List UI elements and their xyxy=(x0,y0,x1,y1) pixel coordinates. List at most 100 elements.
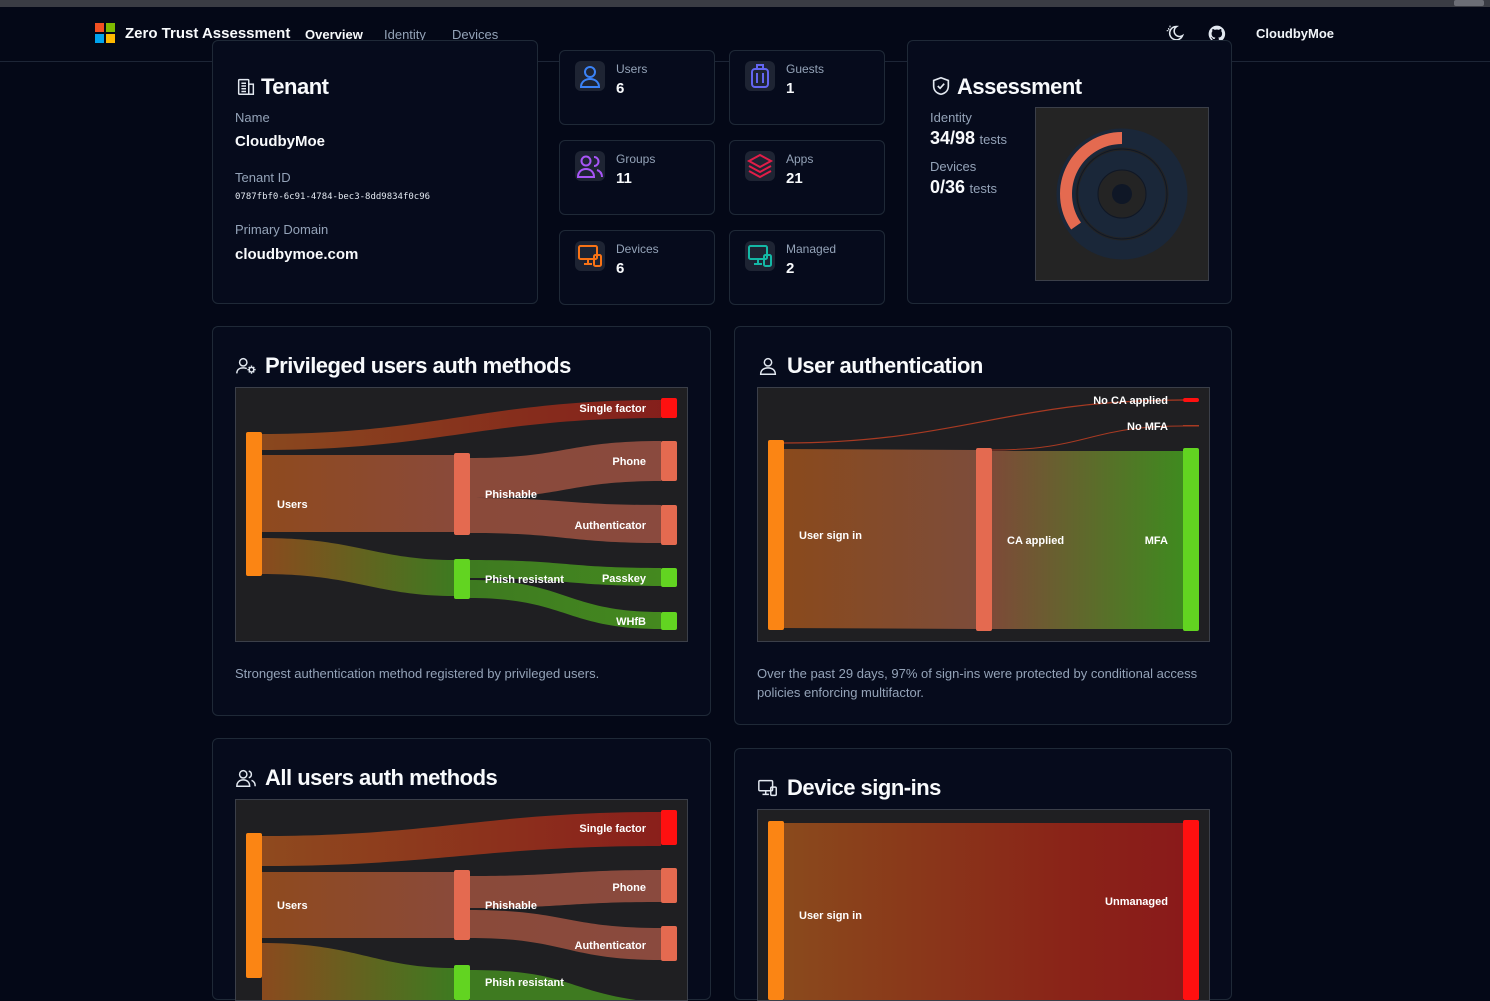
node-user-sign-in[interactable] xyxy=(768,821,784,1000)
user-cog-icon xyxy=(236,357,256,374)
device-signins-sankey: User sign in Unmanaged xyxy=(757,809,1210,1001)
assessment-radial-chart xyxy=(1035,107,1209,281)
all-users-auth-title: All users auth methods xyxy=(265,765,498,790)
theme-toggle-icon[interactable] xyxy=(1165,24,1185,44)
node-label: Phish resistant xyxy=(485,574,564,586)
user-authentication-caption: Over the past 29 days, 97% of sign-ins w… xyxy=(757,666,1198,700)
node-label: User sign in xyxy=(799,910,862,922)
stat-value: 11 xyxy=(616,170,632,187)
node-label: Authenticator xyxy=(575,940,647,952)
privileged-auth-title: Privileged users auth methods xyxy=(265,353,571,378)
privileged-auth-card: Privileged users auth methods xyxy=(212,326,711,716)
nav-overview[interactable]: Overview xyxy=(305,27,363,42)
node-label: Single factor xyxy=(579,403,646,415)
node-no-ca-applied[interactable] xyxy=(1183,398,1199,402)
node-label: MFA xyxy=(1145,535,1168,547)
node-unmanaged[interactable] xyxy=(1183,820,1199,1000)
tenant-id-label: Tenant ID xyxy=(235,170,291,185)
link-sign-in-no-ca xyxy=(783,399,1184,444)
stat-card-apps[interactable]: Apps 21 xyxy=(729,140,885,215)
node-ca-applied[interactable] xyxy=(976,448,992,631)
user-icon xyxy=(759,357,777,375)
nav-identity[interactable]: Identity xyxy=(384,27,426,42)
node-passkey[interactable] xyxy=(661,568,677,587)
stat-value: 2 xyxy=(786,260,795,277)
luggage-icon xyxy=(745,61,775,91)
user-menu[interactable]: CloudbyMoe xyxy=(1256,26,1334,41)
node-phish-resistant[interactable] xyxy=(454,559,470,599)
tenant-card: Tenant Name CloudbyMoe Tenant ID 0787fbf… xyxy=(212,40,538,304)
link-users-phishable xyxy=(262,872,454,938)
node-label: Users xyxy=(277,499,308,511)
node-no-mfa[interactable] xyxy=(1183,425,1199,427)
devices-icon xyxy=(758,779,777,797)
node-phishable[interactable] xyxy=(454,453,470,535)
node-whfb[interactable] xyxy=(661,612,677,630)
link-users-phish-resistant xyxy=(262,538,454,596)
node-authenticator[interactable] xyxy=(661,505,677,545)
stat-value: 21 xyxy=(786,170,803,187)
stat-label: Groups xyxy=(616,152,656,166)
node-label: User sign in xyxy=(799,530,862,542)
node-label: Users xyxy=(277,900,308,912)
stat-card-guests[interactable]: Guests 1 xyxy=(729,50,885,125)
stat-card-devices[interactable]: Devices 6 xyxy=(559,230,715,305)
stat-card-managed[interactable]: Managed 2 xyxy=(729,230,885,305)
node-phish-resistant[interactable] xyxy=(454,965,470,1000)
layers-icon xyxy=(745,151,775,181)
node-single-factor[interactable] xyxy=(661,398,677,418)
node-label: CA applied xyxy=(1007,535,1064,547)
node-single-factor[interactable] xyxy=(661,810,677,845)
user-icon xyxy=(575,61,605,91)
node-mfa[interactable] xyxy=(1183,448,1199,631)
window-scrollbar[interactable] xyxy=(1454,0,1484,6)
all-users-auth-sankey: Users Phishable Phish resistant Single f… xyxy=(235,799,688,1001)
microsoft-logo-icon xyxy=(95,23,115,43)
node-phishable[interactable] xyxy=(454,870,470,940)
github-icon[interactable] xyxy=(1207,24,1227,44)
link-ca-no-mfa xyxy=(991,425,1184,451)
link-phishable-authenticator xyxy=(470,498,661,543)
node-label: WHfB xyxy=(616,616,646,628)
stat-card-users[interactable]: Users 6 xyxy=(559,50,715,125)
stat-value: 6 xyxy=(616,80,625,97)
stat-card-groups[interactable]: Groups 11 xyxy=(559,140,715,215)
link-sign-in-unmanaged xyxy=(784,823,1183,1000)
identity-score-unit: tests xyxy=(979,132,1007,147)
tenant-id: 0787fbf0-6c91-4784-bec3-8dd9834f0c96 xyxy=(235,192,431,202)
node-phone[interactable] xyxy=(661,868,677,903)
all-users-auth-card: All users auth methods Users Phishable P xyxy=(212,738,711,1001)
node-label: Phone xyxy=(612,882,646,894)
node-authenticator[interactable] xyxy=(661,926,677,961)
node-users[interactable] xyxy=(246,432,262,576)
building-icon xyxy=(237,78,255,95)
link-users-phishable xyxy=(262,455,454,532)
device-signins-title: Device sign-ins xyxy=(787,775,941,800)
app-title[interactable]: Zero Trust Assessment xyxy=(125,25,291,42)
devices-icon xyxy=(575,241,605,271)
devices-score: 0/36 tests xyxy=(930,177,997,198)
node-phone[interactable] xyxy=(661,441,677,481)
stat-label: Managed xyxy=(786,242,837,256)
link-phishable-phone xyxy=(470,870,661,908)
tenant-name-label: Name xyxy=(235,110,270,125)
tenant-title: Tenant xyxy=(261,74,329,99)
stat-value: 1 xyxy=(786,80,795,97)
node-label: Phone xyxy=(612,456,646,468)
node-user-sign-in[interactable] xyxy=(768,440,784,630)
link-users-single-factor xyxy=(262,400,661,450)
link-phishable-authenticator xyxy=(470,910,661,960)
privileged-auth-sankey: Users Phishable Phish resistant Single f… xyxy=(235,387,688,642)
stat-label: Users xyxy=(616,62,648,76)
assessment-title: Assessment xyxy=(957,74,1082,99)
identity-score: 34/98 tests xyxy=(930,128,1007,149)
user-authentication-card: User authentication User sign in CA appl… xyxy=(734,326,1232,725)
node-label: No CA applied xyxy=(1093,395,1168,407)
assessment-card: Assessment Identity 34/98 tests Devices … xyxy=(907,40,1232,304)
node-label: Phishable xyxy=(485,489,537,501)
node-label: Single factor xyxy=(579,823,646,835)
privileged-auth-caption: Strongest authentication method register… xyxy=(235,666,600,681)
node-users[interactable] xyxy=(246,833,262,978)
node-label: Phishable xyxy=(485,900,537,912)
nav-devices[interactable]: Devices xyxy=(452,27,499,42)
